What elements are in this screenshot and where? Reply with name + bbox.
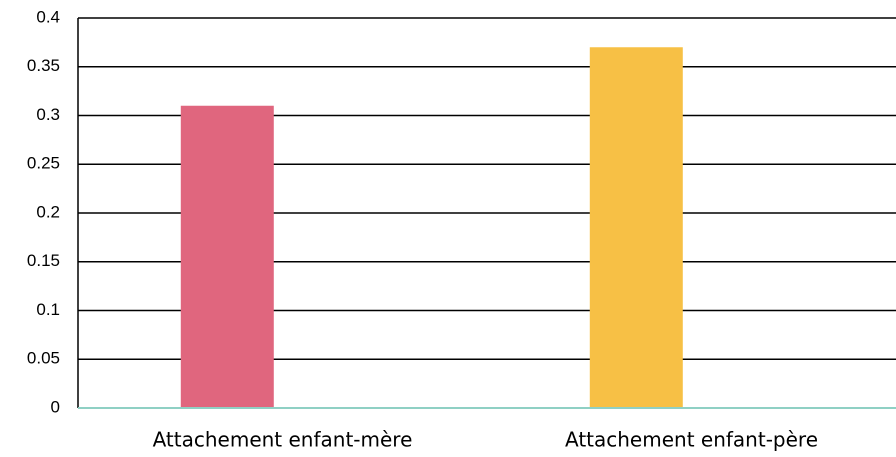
- y-tick-label: 0.05: [27, 349, 60, 368]
- y-tick-label: 0.1: [36, 300, 60, 319]
- y-tick-label: 0.25: [27, 154, 60, 173]
- y-tick-label: 0: [51, 397, 60, 416]
- y-tick-label: 0.35: [27, 56, 60, 75]
- x-tick-label: Attachement enfant-père: [565, 428, 818, 452]
- y-tick-label: 0.2: [36, 202, 60, 221]
- y-tick-label: 0.15: [27, 251, 60, 270]
- x-tick-label: Attachement enfant-mère: [153, 428, 413, 452]
- bar: [589, 47, 683, 408]
- y-tick-label: 0.4: [36, 7, 60, 26]
- y-tick-label: 0.3: [36, 105, 60, 124]
- bar: [180, 105, 274, 408]
